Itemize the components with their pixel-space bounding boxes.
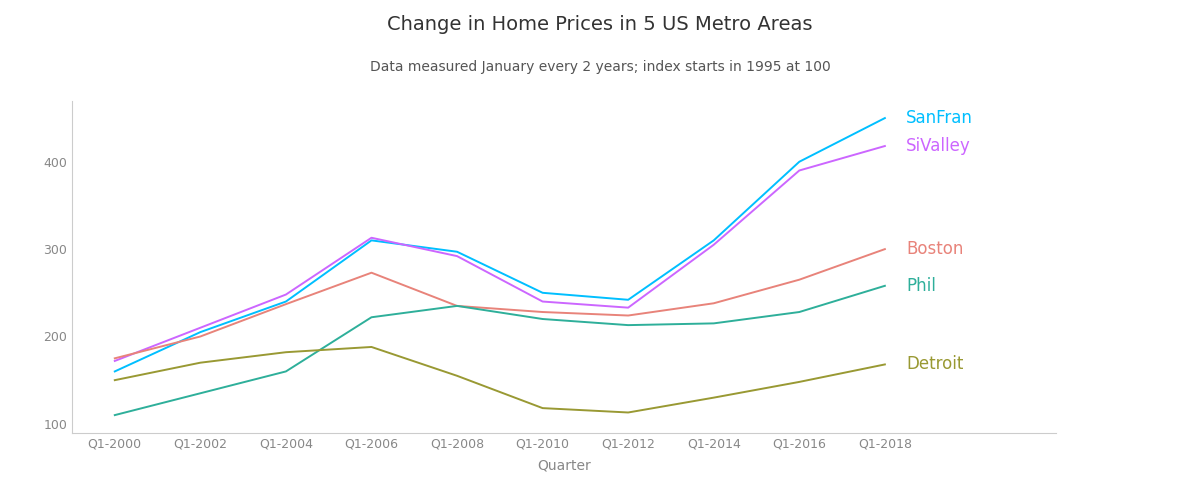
Text: Data measured January every 2 years; index starts in 1995 at 100: Data measured January every 2 years; ind… [370, 60, 830, 74]
X-axis label: Quarter: Quarter [538, 459, 590, 473]
Text: Change in Home Prices in 5 US Metro Areas: Change in Home Prices in 5 US Metro Area… [388, 15, 812, 34]
Text: SiValley: SiValley [906, 137, 971, 155]
Text: Phil: Phil [906, 277, 936, 295]
Text: Detroit: Detroit [906, 356, 964, 373]
Text: Boston: Boston [906, 240, 964, 258]
Text: SanFran: SanFran [906, 109, 973, 127]
